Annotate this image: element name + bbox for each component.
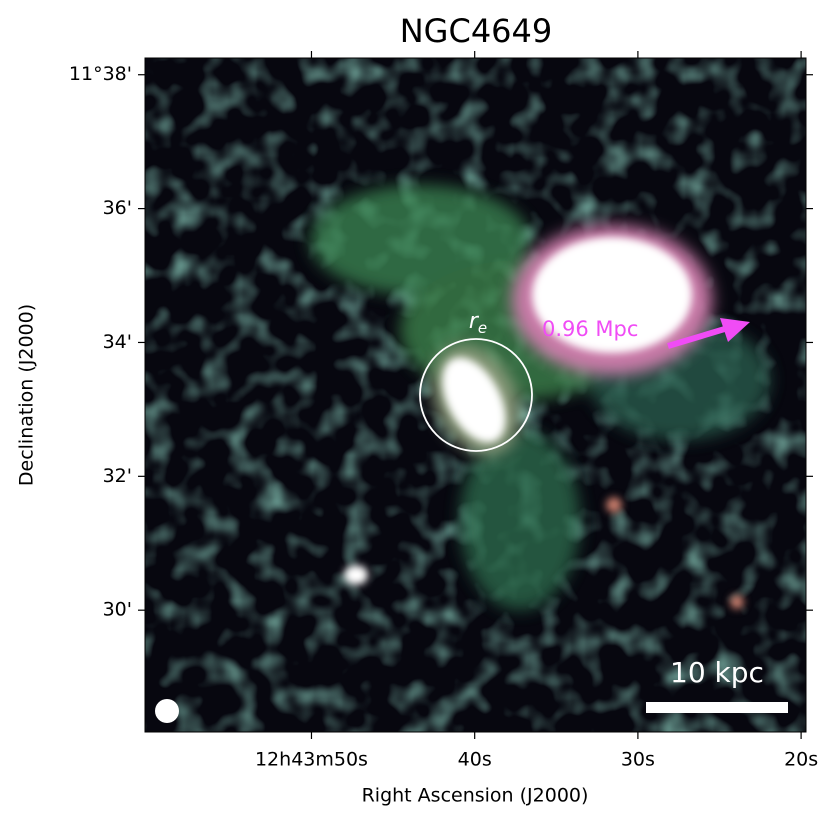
re-sub: e bbox=[478, 319, 487, 337]
re-label: re bbox=[469, 309, 487, 337]
beam bbox=[155, 699, 179, 723]
x-axis-label: Right Ascension (J2000) bbox=[362, 785, 589, 807]
re-main: r bbox=[469, 309, 480, 334]
distance-label: 0.96 Mpc bbox=[542, 317, 638, 341]
x-tick-label: 12h43m50s bbox=[255, 749, 368, 771]
chart-title: NGC4649 bbox=[400, 12, 553, 50]
x-tick-label: 40s bbox=[458, 749, 492, 771]
y-tick-label: 36' bbox=[103, 197, 132, 219]
y-axis-label: Declination (J2000) bbox=[16, 304, 38, 486]
y-tick-label: 32' bbox=[103, 465, 132, 487]
x-tick-label: 20s bbox=[784, 749, 818, 771]
scale-bar bbox=[646, 702, 788, 713]
sky-image: re 0.96 Mpc 10 kpc bbox=[145, 58, 806, 732]
scale-label: 10 kpc bbox=[670, 656, 764, 689]
plot-frame bbox=[144, 57, 807, 733]
x-tick-label: 30s bbox=[621, 749, 655, 771]
arrow-head bbox=[720, 318, 750, 342]
y-tick-label: 34' bbox=[103, 331, 132, 353]
y-tick-label: 11°38' bbox=[69, 63, 132, 85]
effective-radius-circle bbox=[419, 338, 533, 452]
direction-arrow bbox=[667, 325, 729, 349]
y-tick-label: 30' bbox=[103, 599, 132, 621]
